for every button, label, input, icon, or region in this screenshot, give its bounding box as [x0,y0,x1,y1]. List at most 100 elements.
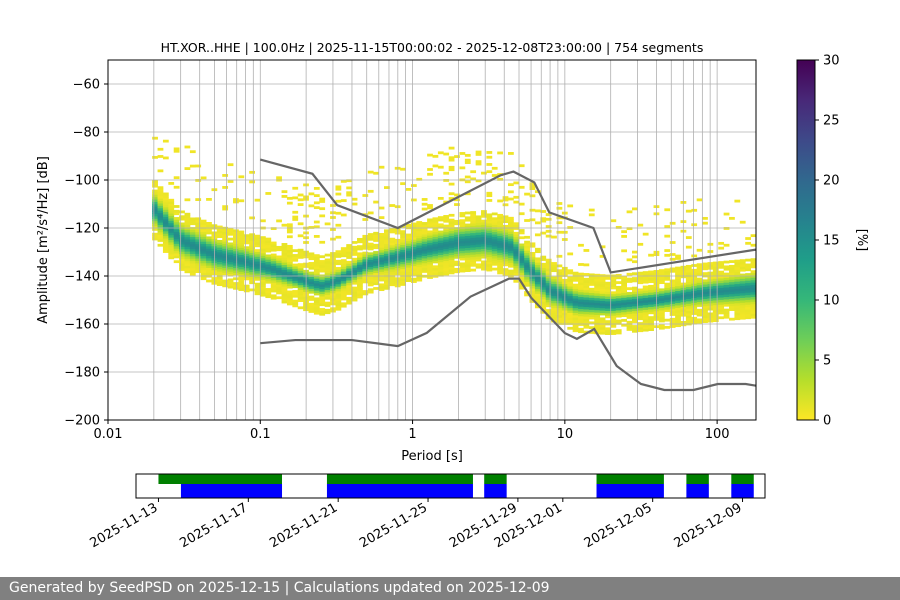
psd-cell [173,231,180,235]
psd-cell [534,281,541,285]
psd-cell [594,283,601,287]
psd-cell [249,271,255,275]
psd-cell [702,262,708,266]
psd-cell [206,262,212,266]
psd-cell [405,259,412,263]
psd-cell [615,331,622,335]
psd-cell [443,179,450,182]
psd-cell [416,252,423,256]
psd-cell [481,265,487,269]
psd-cell [216,244,223,248]
psd-cell [297,255,304,259]
psd-cell [610,284,617,287]
psd-cell [357,283,363,287]
psd-cell [642,326,649,330]
psd-cell [578,318,584,322]
psd-cell [712,271,719,275]
psd-cell [470,218,477,222]
psd-cell [669,296,676,300]
psd-cell [189,251,196,254]
psd-cell [200,219,207,223]
psd-cell [497,177,503,181]
psd-cell [750,263,756,266]
psd-cell [470,263,477,267]
psd-cell [642,316,649,320]
psd-cell [405,240,412,244]
psd-cell [583,330,590,334]
psd-cell [308,274,315,277]
psd-cell [712,285,719,289]
psd-cell [626,277,633,281]
psd-cell [470,259,477,262]
psd-cell [179,263,185,267]
psd-cell [254,237,261,240]
psd-cell [162,245,169,249]
psd-cell [373,255,379,259]
psd-cell [270,265,277,269]
psd-cell [545,304,552,308]
psd-cell [448,247,455,251]
psd-cell [427,206,433,210]
psd-cell [529,242,536,246]
psd-cell [664,306,671,310]
psd-cell [685,288,692,292]
psd-cell [734,314,741,318]
psd-cell [254,277,261,281]
psd-cell [297,279,304,283]
psd-cell [729,293,735,297]
psd-cell [524,219,530,222]
psd-cell [400,232,406,236]
psd-cell [518,255,525,259]
psd-cell [427,168,433,171]
psd-cell [233,243,239,247]
psd-cell [173,260,180,264]
psd-cell [470,256,477,260]
psd-cell [362,275,369,279]
psd-cell [545,225,552,228]
psd-cell [648,318,654,322]
psd-cell [459,236,466,239]
psd-cell [664,289,671,293]
psd-cell [448,264,455,268]
psd-cell [486,235,493,238]
psd-cell [481,234,487,237]
colorbar-tick-label: 25 [823,114,840,129]
psd-cell [702,315,708,319]
psd-cell [427,232,433,236]
psd-cell [572,293,579,297]
psd-cell [195,255,202,259]
psd-cell [470,249,477,253]
psd-cell [632,320,638,324]
psd-cell [739,288,746,291]
psd-cell [367,235,374,239]
psd-cell [416,233,423,236]
psd-cell [319,262,326,266]
psd-cell [405,255,412,258]
psd-cell [286,297,293,301]
psd-cell [567,310,574,313]
psd-cell [632,298,638,302]
psd-cell [286,254,293,258]
psd-cell [454,253,460,257]
psd-cell [556,274,563,277]
psd-cell [491,248,498,252]
psd-cell [621,292,628,296]
psd-cell [648,308,654,312]
psd-cell [491,222,498,225]
psd-cell [286,276,293,279]
psd-cell [712,261,719,265]
psd-cell [416,230,423,234]
psd-cell [389,273,396,277]
psd-cell [578,243,584,247]
psd-cell [313,278,320,282]
psd-cell [346,277,353,281]
psd-cell [545,289,552,293]
psd-cell [669,284,676,288]
psd-cell [184,239,191,242]
psd-cell [179,260,185,264]
psd-cell [718,294,725,298]
psd-cell [416,273,423,277]
psd-cell [551,262,557,265]
psd-cell [669,317,676,321]
psd-cell [179,217,185,221]
